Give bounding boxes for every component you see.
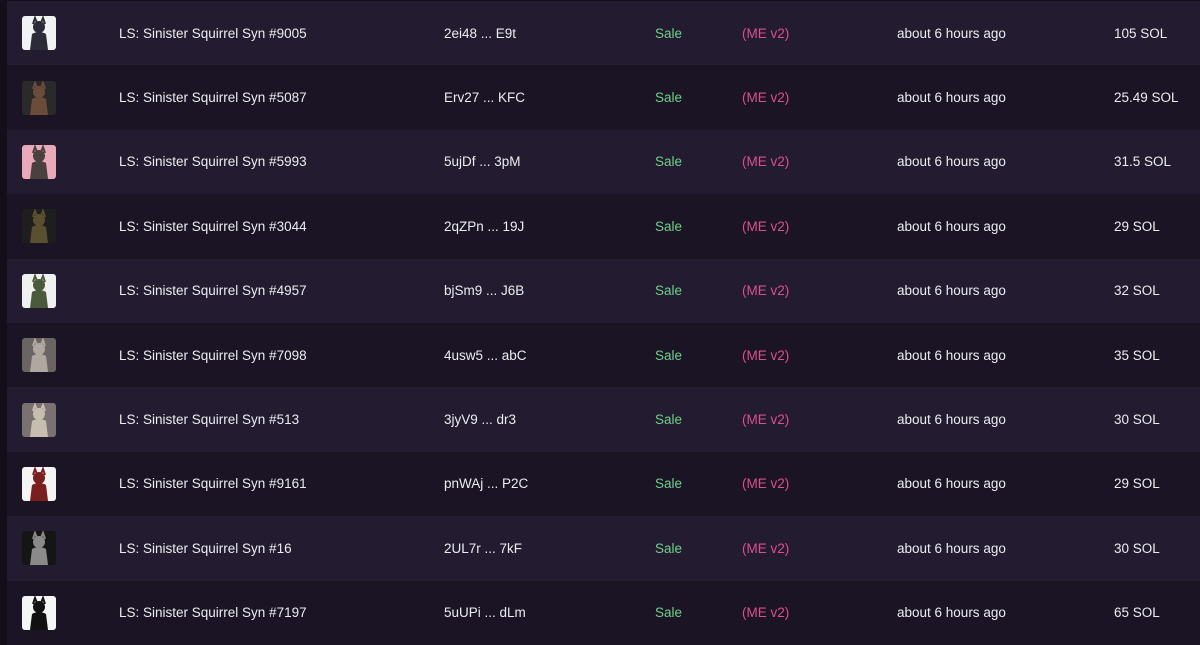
nft-name[interactable]: LS: Sinister Squirrel Syn #4957 [119,283,307,299]
nft-thumbnail[interactable] [22,144,56,179]
thumbnail-art [30,531,48,566]
nft-name[interactable]: LS: Sinister Squirrel Syn #513 [119,412,300,428]
transaction-type: Sale [655,476,683,492]
thumbnail-art [30,273,48,308]
marketplace: (ME v2) [742,25,790,41]
transaction-address[interactable]: Erv27 ... KFC [444,90,526,106]
transaction-type: Sale [655,218,683,234]
marketplace: (ME v2) [742,605,790,621]
price: 30 SOL [1114,412,1160,428]
transaction-address[interactable]: 5ujDf ... 3pM [444,154,521,170]
transaction-address[interactable]: 2qZPn ... 19J [444,218,525,234]
transaction-type: Sale [655,605,683,621]
transaction-type: Sale [655,347,683,363]
nft-thumbnail[interactable] [22,16,56,51]
nft-name[interactable]: LS: Sinister Squirrel Syn #7098 [119,347,307,363]
price: 105 SOL [1114,25,1168,41]
transaction-address[interactable]: bjSm9 ... J6B [444,283,525,299]
nft-name[interactable]: LS: Sinister Squirrel Syn #5993 [119,154,307,170]
thumbnail-art [30,595,48,630]
activity-table: LS: Sinister Squirrel Syn #9005 2ei48 ...… [7,1,1200,645]
thumbnail-art [30,144,48,179]
time: about 6 hours ago [897,347,1006,363]
nft-name[interactable]: LS: Sinister Squirrel Syn #9005 [119,25,307,41]
thumbnail-art [30,466,48,501]
thumbnail-art [30,80,48,115]
table-row[interactable]: LS: Sinister Squirrel Syn #5087 Erv27 ...… [7,65,1200,130]
transaction-type: Sale [655,90,683,106]
transaction-address[interactable]: 3jyV9 ... dr3 [444,412,517,428]
table-row[interactable]: LS: Sinister Squirrel Syn #7197 5uUPi ...… [7,580,1200,645]
time: about 6 hours ago [897,605,1006,621]
time: about 6 hours ago [897,283,1006,299]
marketplace: (ME v2) [742,218,790,234]
time: about 6 hours ago [897,540,1006,556]
marketplace: (ME v2) [742,412,790,428]
nft-name[interactable]: LS: Sinister Squirrel Syn #9161 [119,476,307,492]
thumbnail-art [30,402,48,437]
time: about 6 hours ago [897,154,1006,170]
nft-name[interactable]: LS: Sinister Squirrel Syn #7197 [119,605,307,621]
thumbnail-art [30,16,48,51]
transaction-address[interactable]: 2ei48 ... E9t [444,25,517,41]
marketplace: (ME v2) [742,540,790,556]
price: 29 SOL [1114,218,1160,234]
nft-thumbnail[interactable] [22,338,56,373]
marketplace: (ME v2) [742,154,790,170]
nft-thumbnail[interactable] [22,595,56,630]
time: about 6 hours ago [897,476,1006,492]
price: 65 SOL [1114,605,1160,621]
time: about 6 hours ago [897,25,1006,41]
transaction-type: Sale [655,283,683,299]
marketplace: (ME v2) [742,283,790,299]
table-row[interactable]: LS: Sinister Squirrel Syn #16 2UL7r ... 7… [7,516,1200,581]
price: 25.49 SOL [1114,90,1179,106]
marketplace: (ME v2) [742,347,790,363]
nft-thumbnail[interactable] [22,209,56,244]
nft-thumbnail[interactable] [22,531,56,566]
price: 32 SOL [1114,283,1160,299]
nft-thumbnail[interactable] [22,273,56,308]
thumbnail-art [30,338,48,373]
thumbnail-art [30,209,48,244]
nft-thumbnail[interactable] [22,402,56,437]
price: 35 SOL [1114,347,1160,363]
marketplace: (ME v2) [742,476,790,492]
table-row[interactable]: LS: Sinister Squirrel Syn #513 3jyV9 ... … [7,387,1200,452]
transaction-type: Sale [655,412,683,428]
table-row[interactable]: LS: Sinister Squirrel Syn #5993 5ujDf ...… [7,129,1200,195]
table-row[interactable]: LS: Sinister Squirrel Syn #4957 bjSm9 ...… [7,258,1200,323]
time: about 6 hours ago [897,90,1006,106]
nft-thumbnail[interactable] [22,466,56,501]
transaction-type: Sale [655,154,683,170]
transaction-address[interactable]: 2UL7r ... 7kF [444,540,523,556]
price: 30 SOL [1114,540,1160,556]
nft-name[interactable]: LS: Sinister Squirrel Syn #3044 [119,218,307,234]
time: about 6 hours ago [897,218,1006,234]
transaction-address[interactable]: 5uUPi ... dLm [444,605,526,621]
time: about 6 hours ago [897,412,1006,428]
transaction-address[interactable]: pnWAj ... P2C [444,476,529,492]
marketplace: (ME v2) [742,90,790,106]
table-row[interactable]: LS: Sinister Squirrel Syn #7098 4usw5 ...… [7,323,1200,388]
transaction-type: Sale [655,25,683,41]
nft-thumbnail[interactable] [22,80,56,115]
price: 31.5 SOL [1114,154,1172,170]
table-row[interactable]: LS: Sinister Squirrel Syn #3044 2qZPn ...… [7,194,1200,259]
transaction-address[interactable]: 4usw5 ... abC [444,347,527,363]
nft-name[interactable]: LS: Sinister Squirrel Syn #16 [119,540,292,556]
table-row[interactable]: LS: Sinister Squirrel Syn #9161 pnWAj ...… [7,451,1200,517]
table-row[interactable]: LS: Sinister Squirrel Syn #9005 2ei48 ...… [7,1,1200,66]
transaction-type: Sale [655,540,683,556]
nft-name[interactable]: LS: Sinister Squirrel Syn #5087 [119,90,307,106]
price: 29 SOL [1114,476,1160,492]
